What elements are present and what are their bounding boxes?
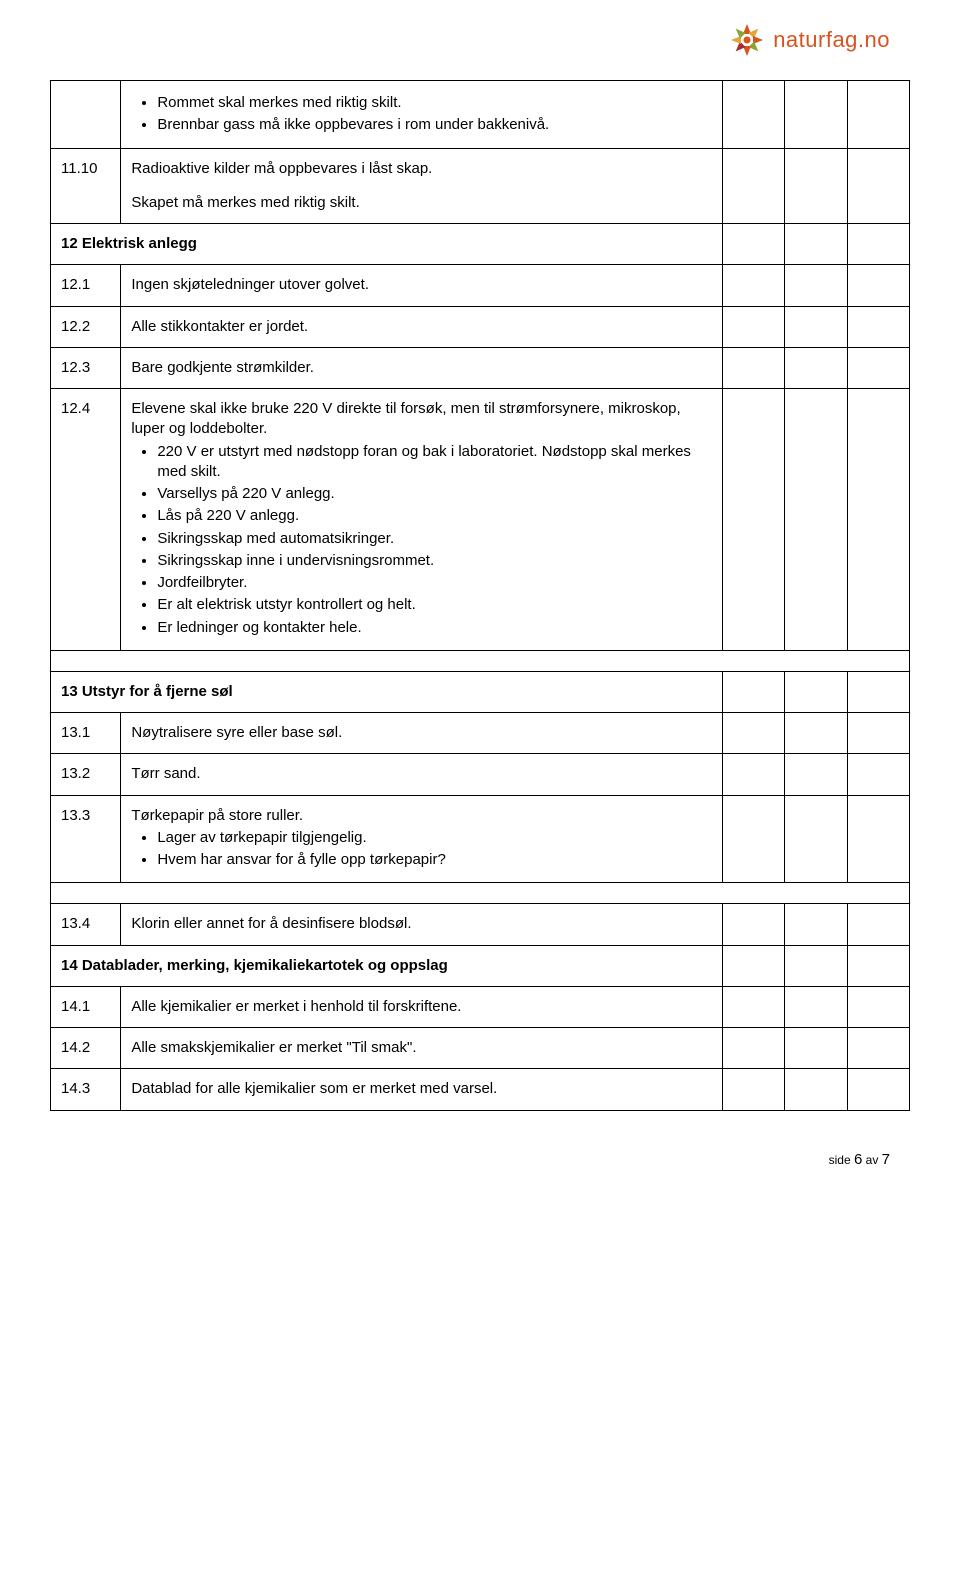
row-number: [51, 81, 121, 149]
list-item: Sikringsskap med automatsikringer.: [157, 529, 711, 549]
check-cell: [722, 81, 784, 149]
row-number: 12.2: [51, 306, 121, 347]
table-row: 13.1 Nøytralisere syre eller base søl.: [51, 713, 910, 754]
table-row: 13.4 Klorin eller annet for å desinfiser…: [51, 904, 910, 945]
section-title: 14 Datablader, merking, kjemikaliekartot…: [51, 945, 723, 986]
list-item: Hvem har ansvar for å fylle opp tørkepap…: [157, 850, 711, 870]
row-number: 12.3: [51, 347, 121, 388]
row-content: Nøytralisere syre eller base søl.: [121, 713, 722, 754]
row-content: Alle stikkontakter er jordet.: [121, 306, 722, 347]
row-number: 13.4: [51, 904, 121, 945]
table-row: 14.3 Datablad for alle kjemikalier som e…: [51, 1069, 910, 1110]
row-number: 14.1: [51, 986, 121, 1027]
table-row: 14.2 Alle smakskjemikalier er merket "Ti…: [51, 1028, 910, 1069]
row-number: 14.2: [51, 1028, 121, 1069]
table-row: 11.10 Radioaktive kilder må oppbevares i…: [51, 148, 910, 224]
row-number: 13.2: [51, 754, 121, 795]
page-footer: side 6 av 7: [50, 1151, 910, 1168]
list-item: Er ledninger og kontakter hele.: [157, 618, 711, 638]
header-logo: naturfag.no: [50, 20, 910, 60]
row-content: Alle kjemikalier er merket i henhold til…: [121, 986, 722, 1027]
row-number: 12.4: [51, 389, 121, 651]
footer-sep: av: [862, 1153, 881, 1167]
footer-prefix: side: [829, 1153, 854, 1167]
row-number: 14.3: [51, 1069, 121, 1110]
list-item: Jordfeilbryter.: [157, 573, 711, 593]
table-row: 13.2 Tørr sand.: [51, 754, 910, 795]
section-header: 13 Utstyr for å fjerne søl: [51, 671, 910, 712]
row-content: Tørkepapir på store ruller. Lager av tør…: [121, 795, 722, 883]
naturfag-logo-icon: [727, 20, 767, 60]
section-title: 13 Utstyr for å fjerne søl: [51, 671, 723, 712]
table-row: 12.3 Bare godkjente strømkilder.: [51, 347, 910, 388]
check-cell: [722, 148, 784, 224]
page-total: 7: [882, 1151, 890, 1168]
check-cell: [785, 81, 847, 149]
table-row: 14.1 Alle kjemikalier er merket i henhol…: [51, 986, 910, 1027]
table-row: Rommet skal merkes med riktig skilt. Bre…: [51, 81, 910, 149]
list-item: Lager av tørkepapir tilgjengelig.: [157, 828, 711, 848]
list-item: Varsellys på 220 V anlegg.: [157, 484, 711, 504]
check-cell: [785, 148, 847, 224]
row-content: Radioaktive kilder må oppbevares i låst …: [121, 148, 722, 224]
table-row: 12.4 Elevene skal ikke bruke 220 V direk…: [51, 389, 910, 651]
row-number: 13.3: [51, 795, 121, 883]
list-item: Er alt elektrisk utstyr kontrollert og h…: [157, 595, 711, 615]
logo-text: naturfag.no: [773, 27, 890, 53]
row-text: Radioaktive kilder må oppbevares i låst …: [131, 159, 711, 179]
row-text: Elevene skal ikke bruke 220 V direkte ti…: [131, 399, 711, 440]
row-content: Datablad for alle kjemikalier som er mer…: [121, 1069, 722, 1110]
section-header: 14 Datablader, merking, kjemikaliekartot…: [51, 945, 910, 986]
table-row: 12.1 Ingen skjøteledninger utover golvet…: [51, 265, 910, 306]
list-item: Rommet skal merkes med riktig skilt.: [157, 93, 711, 113]
section-header: 12 Elektrisk anlegg: [51, 224, 910, 265]
list-item: 220 V er utstyrt med nødstopp foran og b…: [157, 442, 711, 483]
row-content: Klorin eller annet for å desinfisere blo…: [121, 904, 722, 945]
section-title: 12 Elektrisk anlegg: [51, 224, 723, 265]
table-row: 13.3 Tørkepapir på store ruller. Lager a…: [51, 795, 910, 883]
list-item: Sikringsskap inne i undervisningsrommet.: [157, 551, 711, 571]
row-content: Tørr sand.: [121, 754, 722, 795]
check-cell: [847, 81, 909, 149]
row-content: Alle smakskjemikalier er merket "Til sma…: [121, 1028, 722, 1069]
row-text: Tørkepapir på store ruller.: [131, 806, 711, 826]
checklist-table: Rommet skal merkes med riktig skilt. Bre…: [50, 80, 910, 1111]
row-text: Skapet må merkes med riktig skilt.: [131, 193, 711, 213]
list-item: Lås på 220 V anlegg.: [157, 506, 711, 526]
row-content: Rommet skal merkes med riktig skilt. Bre…: [121, 81, 722, 149]
row-number: 11.10: [51, 148, 121, 224]
row-content: Elevene skal ikke bruke 220 V direkte ti…: [121, 389, 722, 651]
check-cell: [847, 148, 909, 224]
row-number: 13.1: [51, 713, 121, 754]
list-item: Brennbar gass må ikke oppbevares i rom u…: [157, 115, 711, 135]
row-content: Bare godkjente strømkilder.: [121, 347, 722, 388]
table-row: 12.2 Alle stikkontakter er jordet.: [51, 306, 910, 347]
row-number: 12.1: [51, 265, 121, 306]
row-content: Ingen skjøteledninger utover golvet.: [121, 265, 722, 306]
